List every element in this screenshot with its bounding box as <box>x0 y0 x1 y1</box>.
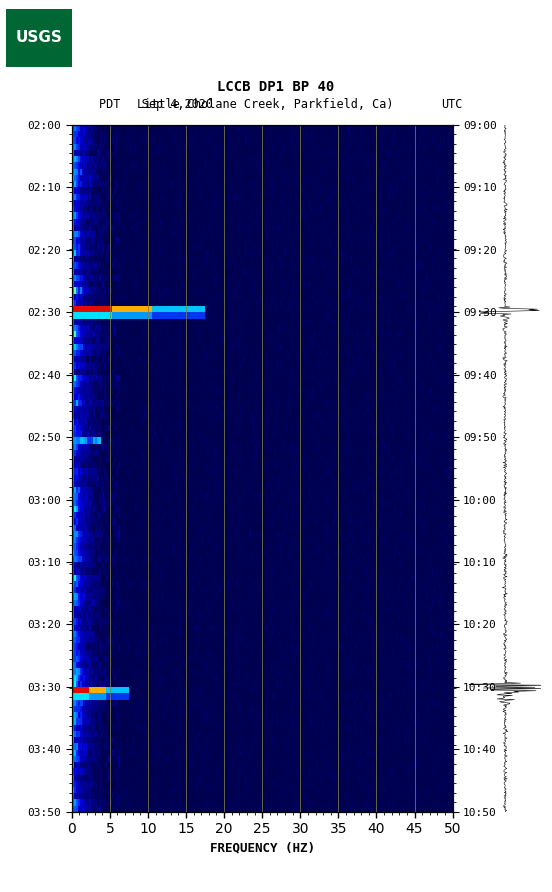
X-axis label: FREQUENCY (HZ): FREQUENCY (HZ) <box>210 842 315 855</box>
Text: USGS: USGS <box>15 30 62 45</box>
FancyBboxPatch shape <box>2 6 75 70</box>
Text: Little Cholane Creek, Parkfield, Ca): Little Cholane Creek, Parkfield, Ca) <box>137 97 393 111</box>
Text: PDT   Sep 4,2020: PDT Sep 4,2020 <box>99 97 214 111</box>
Text: LCCB DP1 BP 40: LCCB DP1 BP 40 <box>217 79 335 94</box>
Text: UTC: UTC <box>442 97 463 111</box>
